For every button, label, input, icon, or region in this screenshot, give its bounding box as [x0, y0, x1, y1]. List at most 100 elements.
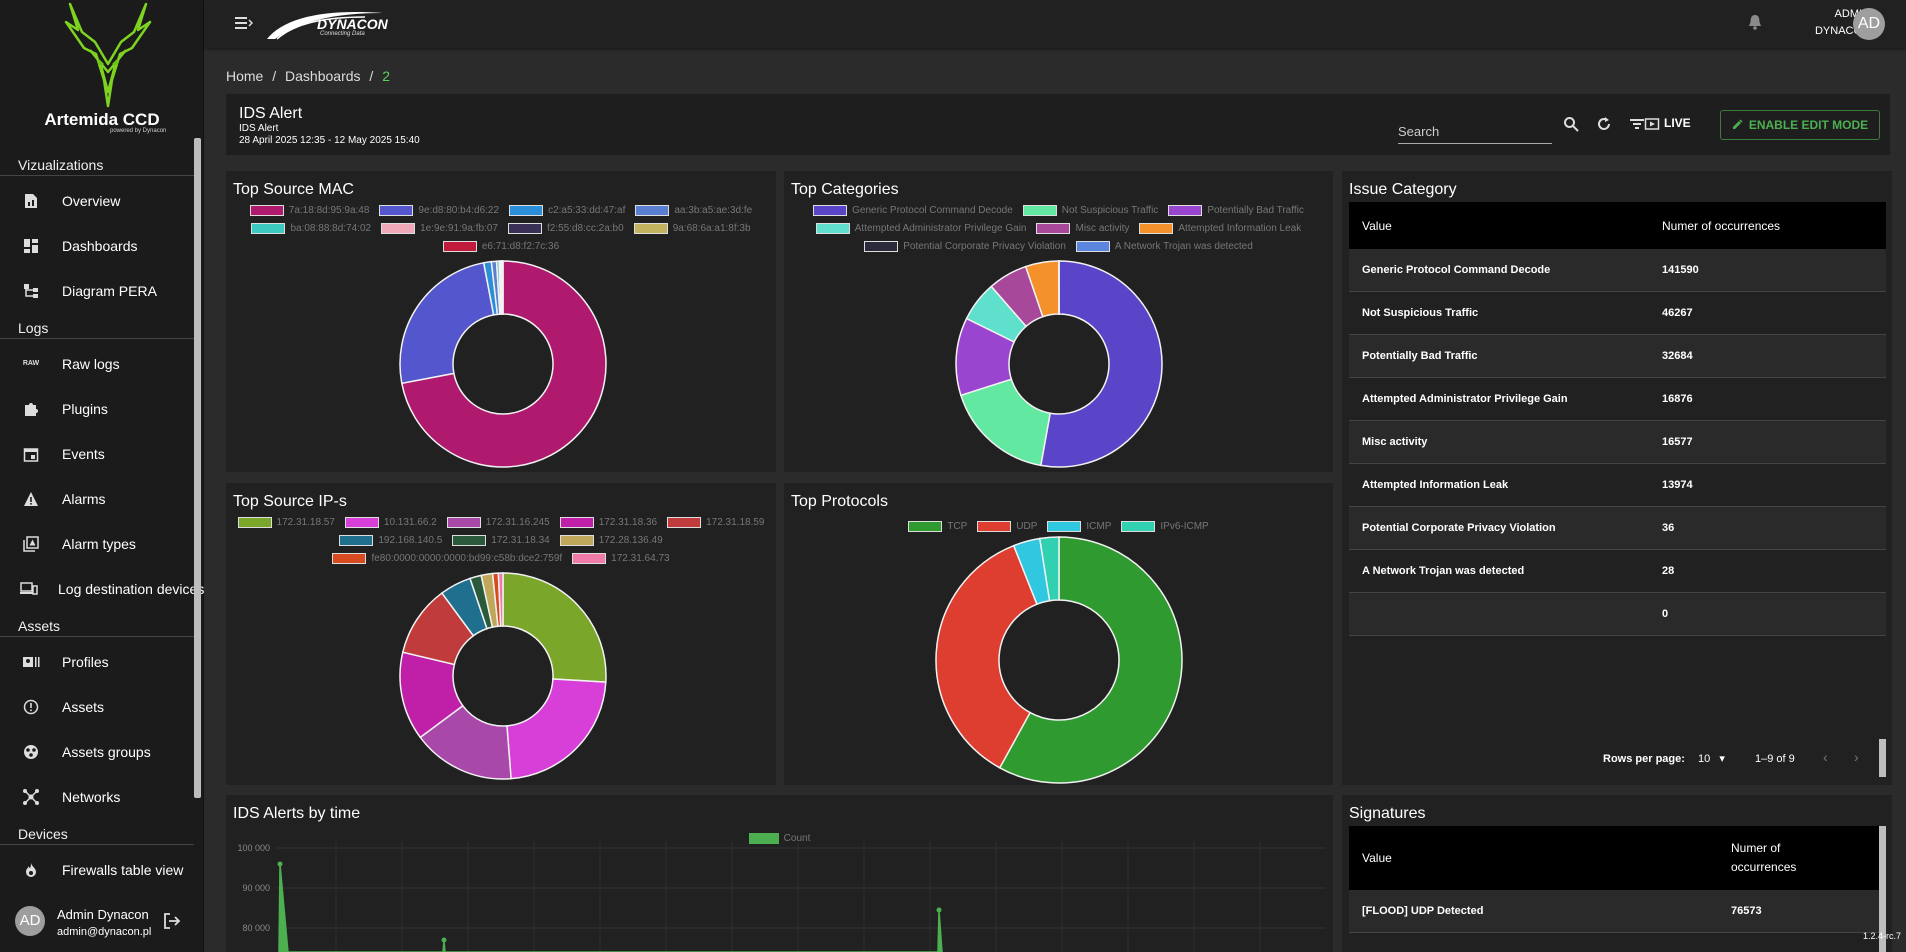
sidebar-item-log-destination-devices[interactable]: Log destination devices — [0, 566, 204, 611]
legend-item[interactable]: A Network Trojan was detected — [1075, 240, 1253, 252]
pie-slice[interactable] — [502, 572, 607, 683]
legend-item[interactable]: aa:3b:a5:ae:3d:fe — [635, 204, 752, 216]
column-header-value[interactable]: Value — [1362, 851, 1392, 865]
pie-slice[interactable] — [935, 544, 1038, 769]
rows-per-page-select[interactable]: 10 ▾ — [1698, 752, 1725, 765]
legend-item[interactable]: 9e:d8:80:b4:d6:22 — [379, 204, 499, 216]
sidebar-item-overview[interactable]: Overview — [0, 178, 194, 223]
pie-slice[interactable] — [1038, 536, 1060, 602]
pie-slice[interactable] — [959, 378, 1052, 467]
sidebar-item-dashboards[interactable]: Dashboards — [0, 223, 194, 268]
legend-item[interactable]: Misc activity — [1036, 222, 1129, 234]
sidebar-item-profiles[interactable]: Profiles — [0, 639, 194, 684]
table-row[interactable]: Potential Corporate Privacy Violation 36 — [1349, 507, 1886, 550]
sidebar-item-alarm-types[interactable]: Alarm types — [0, 521, 194, 566]
brand[interactable]: Artemida CCD powered by Dynacon — [0, 0, 204, 140]
data-point[interactable] — [936, 907, 942, 913]
legend-item[interactable]: c2:a5:33:dd:47:af — [509, 204, 625, 216]
legend-item[interactable]: 7a:18:8d:95:9a:48 — [249, 204, 369, 216]
legend-item[interactable]: Not Suspicious Traffic — [1022, 204, 1158, 216]
pie-slice[interactable] — [998, 536, 1183, 784]
legend-item[interactable]: fe80:0000:0000:0000:bd99:c58b:dce2:759f — [332, 552, 562, 564]
enable-edit-mode-button[interactable]: ENABLE EDIT MODE — [1720, 110, 1880, 140]
dynacon-logo-icon[interactable] — [265, 7, 385, 46]
table-scrollbar[interactable] — [1879, 826, 1886, 952]
legend-item[interactable]: ba:08:88:8d:74:02 — [251, 222, 371, 234]
pie-slice[interactable] — [400, 260, 607, 468]
pie-slice[interactable] — [1039, 260, 1163, 468]
file-chart-icon — [20, 192, 42, 210]
table-row[interactable]: Generic Protocol Command Decode 141590 — [1349, 249, 1886, 292]
legend-item[interactable]: Potential Corporate Privacy Violation — [864, 240, 1066, 252]
legend-item[interactable]: f2:55:d8:cc:2a:b0 — [507, 222, 624, 234]
legend-item[interactable]: e6:71:d8:f2:7c:36 — [442, 240, 559, 252]
legend-item[interactable]: 9a:68:6a:a1:8f:3b — [633, 222, 751, 234]
sidebar-item-alarms[interactable]: Alarms — [0, 476, 194, 521]
sidebar-item-assets-groups[interactable]: Assets groups — [0, 729, 194, 774]
pie-slice[interactable] — [501, 260, 504, 315]
legend-item[interactable]: TCP — [908, 520, 967, 532]
table-row[interactable]: Potentially Bad Traffic 32684 — [1349, 335, 1886, 378]
column-header-count[interactable]: Numer of occurrences — [1662, 218, 1781, 233]
legend-item[interactable]: 1e:9e:91:9a:fb:07 — [381, 222, 498, 234]
legend-item[interactable]: 192.168.140.5 — [339, 534, 442, 546]
sidebar-item-networks[interactable]: Networks — [0, 774, 194, 819]
menu-collapse-icon[interactable] — [235, 14, 254, 35]
legend-label: ICMP — [1086, 520, 1112, 532]
pie-slice[interactable] — [399, 261, 495, 385]
sidebar-item-firewalls-table-view[interactable]: Firewalls table view — [0, 847, 194, 892]
legend-item[interactable]: Count — [748, 832, 810, 844]
legend-item[interactable]: IPv6-ICMP — [1121, 520, 1209, 532]
data-point[interactable] — [277, 861, 283, 867]
breadcrumb-home[interactable]: Home — [226, 68, 264, 84]
table-row[interactable]: Attempted Information Leak 13974 — [1349, 464, 1886, 507]
sidebar-item-plugins[interactable]: Plugins — [0, 386, 194, 431]
column-header-value[interactable]: Value — [1362, 218, 1392, 233]
table-row[interactable]: Attempted Administrator Privilege Gain 16… — [1349, 378, 1886, 421]
table-row[interactable]: [FLOOD] UDP Detected 76573 — [1349, 890, 1879, 933]
legend-item[interactable]: Generic Protocol Command Decode — [813, 204, 1013, 216]
legend-item[interactable]: 172.28.136.49 — [559, 534, 663, 546]
live-button[interactable]: LIVE — [1664, 116, 1691, 130]
sidebar-item-raw-logs[interactable]: RAW Raw logs — [0, 341, 194, 386]
top-avatar[interactable]: AD — [1853, 8, 1885, 40]
legend-item[interactable]: Potentially Bad Traffic — [1168, 204, 1304, 216]
pie-slice[interactable] — [506, 678, 607, 780]
refresh-icon[interactable] — [1596, 116, 1612, 137]
live-icon[interactable] — [1644, 116, 1660, 137]
prev-page-icon[interactable]: ‹ — [1823, 749, 1828, 765]
logout-icon[interactable] — [163, 912, 181, 935]
sidebar-scrollbar[interactable] — [194, 138, 201, 798]
legend-item[interactable]: Attempted Information Leak — [1139, 222, 1301, 234]
sidebar-item-diagram-pera[interactable]: Diagram PERA — [0, 268, 194, 313]
next-page-icon[interactable]: › — [1854, 749, 1859, 765]
column-header-count[interactable]: Numer of occurrences — [1731, 839, 1879, 877]
legend-item[interactable]: 172.31.18.34 — [452, 534, 550, 546]
legend-item[interactable]: 172.31.18.59 — [667, 516, 764, 528]
avatar[interactable]: AD — [15, 906, 45, 936]
legend-item[interactable]: 172.31.18.57 — [237, 516, 335, 528]
sidebar-item-events[interactable]: Events — [0, 431, 194, 476]
page-subtitle: IDS Alert — [239, 123, 279, 134]
table-row[interactable]: 0 — [1349, 593, 1886, 636]
data-point[interactable] — [441, 937, 447, 943]
legend-item[interactable]: 172.31.64.73 — [572, 552, 670, 564]
bell-icon[interactable] — [1748, 14, 1762, 35]
filter-icon[interactable] — [1629, 116, 1645, 137]
table-row[interactable]: Misc activity 16577 — [1349, 421, 1886, 464]
breadcrumb-dashboards[interactable]: Dashboards — [285, 68, 361, 84]
table-row[interactable]: Not Suspicious Traffic 46267 — [1349, 292, 1886, 335]
pie-slice[interactable] — [497, 572, 504, 627]
artemida-logo-icon — [64, 2, 152, 108]
search-icon[interactable] — [1563, 116, 1579, 137]
table-row[interactable]: A Network Trojan was detected 28 — [1349, 550, 1886, 593]
table-scrollbar[interactable] — [1879, 739, 1886, 777]
legend-item[interactable]: 172.31.18.36 — [559, 516, 657, 528]
search-input[interactable]: Search — [1398, 122, 1552, 144]
legend-item[interactable]: Attempted Administrator Privilege Gain — [815, 222, 1026, 234]
legend-item[interactable]: 10.131.66.2 — [344, 516, 437, 528]
sidebar-item-assets[interactable]: Assets — [0, 684, 194, 729]
legend-item[interactable]: 172.31.16.245 — [446, 516, 550, 528]
legend-item[interactable]: ICMP — [1047, 520, 1112, 532]
legend-item[interactable]: UDP — [977, 520, 1037, 532]
